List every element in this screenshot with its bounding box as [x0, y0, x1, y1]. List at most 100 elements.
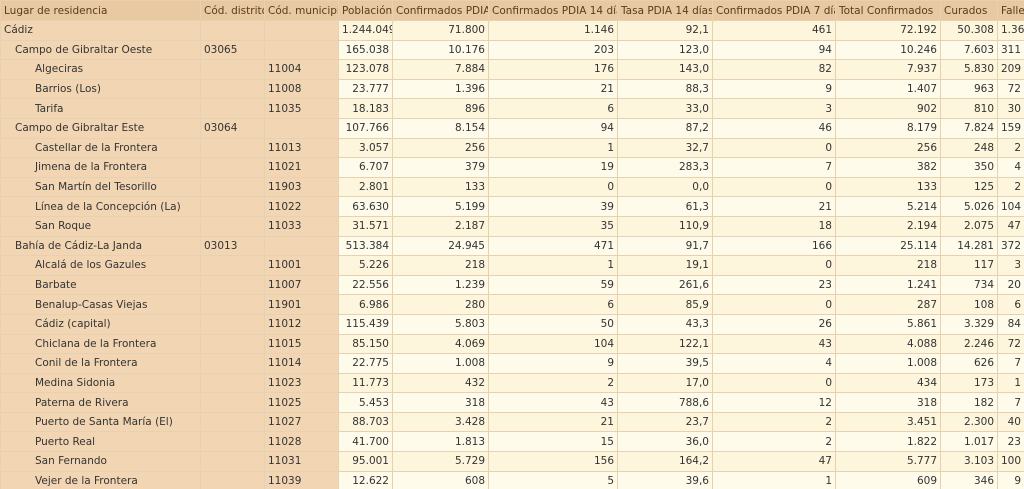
value-cell: 19	[488, 157, 618, 178]
code-cell	[200, 333, 265, 355]
value-cell: 346	[940, 470, 998, 489]
value-cell: 2.300	[940, 411, 998, 433]
code-cell	[264, 117, 339, 139]
place-name: Puerto de Santa María (El)	[0, 411, 201, 433]
value-cell: 165.038	[338, 39, 393, 61]
value-cell: 4	[712, 353, 836, 374]
table-row: Puerto Real 11028 41.700 1.813 15 36,0 2 1.822 1…	[0, 431, 1024, 453]
value-cell: 3	[712, 98, 836, 119]
value-cell: 287	[835, 294, 941, 315]
value-cell: 2	[488, 372, 618, 394]
table-row: Línea de la Concepción (La) 11022 63.630 5.…	[0, 196, 1024, 217]
value-cell: 166	[712, 235, 836, 257]
value-cell: 32,7	[617, 137, 713, 159]
value-cell: 2.801	[338, 176, 393, 198]
value-cell: 104	[488, 333, 618, 355]
value-cell: 256	[835, 137, 941, 159]
value-cell: 513.384	[338, 235, 393, 257]
place-name: San Fernando	[0, 451, 201, 472]
value-cell: 72	[997, 78, 1024, 100]
value-cell: 91,7	[617, 235, 713, 257]
value-cell: 47	[712, 451, 836, 472]
value-cell: 3.451	[835, 411, 941, 433]
value-cell: 963	[940, 78, 998, 100]
code-cell: 11022	[264, 196, 339, 217]
code-cell: 11031	[264, 451, 339, 472]
code-cell: 11033	[264, 215, 339, 237]
value-cell: 18.183	[338, 98, 393, 119]
value-cell: 261,6	[617, 274, 713, 296]
value-cell: 5	[488, 470, 618, 489]
code-cell	[200, 98, 265, 119]
place-name: Paterna de Rivera	[0, 392, 201, 413]
value-cell: 280	[392, 294, 489, 315]
value-cell: 1.396	[392, 78, 489, 100]
value-cell: 6.707	[338, 157, 393, 178]
value-cell: 7	[712, 157, 836, 178]
column-header: Confirmados PDIA 14 días	[488, 0, 618, 21]
table-row: Jimena de la Frontera 11021 6.707 379 19 283,…	[0, 157, 1024, 178]
code-cell: 11012	[264, 313, 339, 335]
value-cell: 0	[488, 176, 618, 198]
column-header: Confirmados PDIA 7 días	[712, 0, 836, 21]
value-cell: 50	[488, 313, 618, 335]
table-row: Paterna de Rivera 11025 5.453 318 43 788,6 12 3…	[0, 392, 1024, 413]
value-cell: 7	[997, 353, 1024, 374]
value-cell: 61,3	[617, 196, 713, 217]
place-name: Medina Sidonia	[0, 372, 201, 394]
value-cell: 203	[488, 39, 618, 61]
value-cell: 173	[940, 372, 998, 394]
value-cell: 4.088	[835, 333, 941, 355]
code-cell: 11013	[264, 137, 339, 159]
value-cell: 10.176	[392, 39, 489, 61]
value-cell: 1.407	[835, 78, 941, 100]
table-row: Campo de Gibraltar Oeste 03065 165.038 10.1…	[0, 39, 1024, 61]
value-cell: 2	[997, 176, 1024, 198]
value-cell: 39	[488, 196, 618, 217]
value-cell: 7	[997, 392, 1024, 413]
code-cell	[200, 176, 265, 198]
code-cell	[200, 157, 265, 178]
value-cell: 82	[712, 59, 836, 80]
code-cell: 11021	[264, 157, 339, 178]
value-cell: 133	[835, 176, 941, 198]
value-cell: 1.822	[835, 431, 941, 453]
value-cell: 902	[835, 98, 941, 119]
value-cell: 5.777	[835, 451, 941, 472]
column-header: Confirmados PDIA	[392, 0, 489, 21]
value-cell: 432	[392, 372, 489, 394]
value-cell: 41.700	[338, 431, 393, 453]
value-cell: 311	[997, 39, 1024, 61]
place-name: Campo de Gibraltar Este	[0, 117, 201, 139]
table-row: Barbate 11007 22.556 1.239 59 261,6 23 1.241 734…	[0, 274, 1024, 296]
value-cell: 21	[712, 196, 836, 217]
value-cell: 39,6	[617, 470, 713, 489]
value-cell: 1.362	[997, 20, 1024, 41]
value-cell: 209	[997, 59, 1024, 80]
code-cell: 11901	[264, 294, 339, 315]
code-cell	[200, 353, 265, 374]
table-body: Cádiz 1.244.049 71.800 1.146 92,1 461 72.192 50…	[0, 20, 1024, 489]
place-name: Alcalá de los Gazules	[0, 255, 201, 276]
value-cell: 1.146	[488, 20, 618, 41]
value-cell: 350	[940, 157, 998, 178]
table-row: Bahía de Cádiz-La Janda 03013 513.384 24.94…	[0, 235, 1024, 257]
place-name: San Roque	[0, 215, 201, 237]
value-cell: 85,9	[617, 294, 713, 315]
value-cell: 5.729	[392, 451, 489, 472]
value-cell: 8.179	[835, 117, 941, 139]
code-cell: 03013	[200, 235, 265, 257]
value-cell: 608	[392, 470, 489, 489]
code-cell	[200, 294, 265, 315]
place-name: Vejer de la Frontera	[0, 470, 201, 489]
value-cell: 123.078	[338, 59, 393, 80]
value-cell: 6	[488, 294, 618, 315]
value-cell: 123,0	[617, 39, 713, 61]
value-cell: 810	[940, 98, 998, 119]
place-name: Línea de la Concepción (La)	[0, 196, 201, 217]
column-header: Total Confirmados	[835, 0, 941, 21]
value-cell: 0	[712, 255, 836, 276]
table-row: Conil de la Frontera 11014 22.775 1.008 9 39,…	[0, 353, 1024, 374]
value-cell: 1.813	[392, 431, 489, 453]
